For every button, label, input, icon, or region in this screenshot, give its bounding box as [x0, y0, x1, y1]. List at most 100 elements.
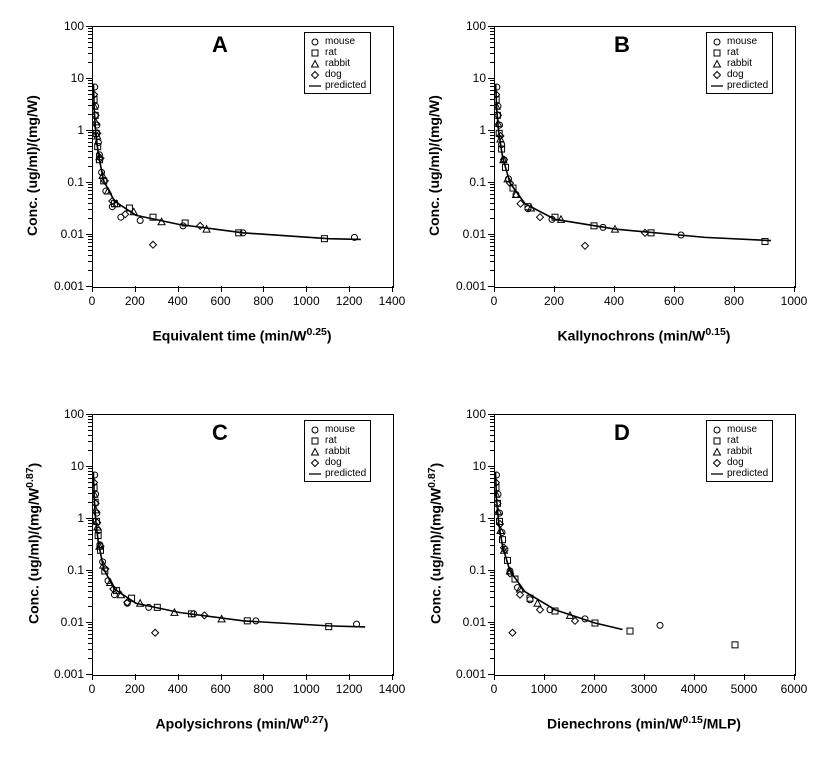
y-minor-tick: [88, 493, 92, 494]
y-minor-tick: [88, 142, 92, 143]
x-tick-label: 200: [544, 294, 564, 308]
y-tick-label: 0.1: [442, 563, 486, 577]
y-minor-tick: [490, 62, 494, 63]
y-tick-label: 10: [442, 71, 486, 85]
y-minor-tick: [490, 209, 494, 210]
y-minor-tick: [88, 187, 92, 188]
y-minor-tick: [88, 539, 92, 540]
x-tick-label: 1000: [781, 294, 808, 308]
y-minor-tick: [88, 468, 92, 469]
y-tick: [488, 182, 494, 183]
legend-label: predicted: [325, 80, 366, 91]
x-tick-label: 600: [664, 294, 684, 308]
y-minor-tick: [490, 187, 494, 188]
y-minor-tick: [490, 554, 494, 555]
y-tick: [86, 414, 92, 415]
x-tick: [594, 674, 595, 680]
y-minor-tick: [88, 441, 92, 442]
x-tick: [494, 286, 495, 292]
x-tick: [694, 674, 695, 680]
y-minor-tick: [88, 627, 92, 628]
legend-item: rabbit: [309, 58, 366, 69]
y-minor-tick: [490, 151, 494, 152]
y-minor-tick: [88, 426, 92, 427]
x-tick: [135, 286, 136, 292]
legend: mouseratrabbitdogpredicted: [706, 420, 773, 482]
y-tick: [86, 466, 92, 467]
y-minor-tick: [490, 132, 494, 133]
y-minor-tick: [88, 86, 92, 87]
y-tick-label: 1: [40, 511, 84, 525]
predicted-line: [496, 472, 623, 629]
y-tick-label: 1: [442, 123, 486, 137]
marker-mouse: [111, 592, 117, 598]
y-minor-tick: [490, 530, 494, 531]
y-minor-tick: [490, 38, 494, 39]
x-tick-label: 0: [491, 682, 498, 696]
x-tick-label: 600: [211, 682, 231, 696]
y-minor-tick: [490, 42, 494, 43]
y-minor-tick: [490, 246, 494, 247]
y-minor-tick: [88, 471, 92, 472]
y-minor-tick: [88, 526, 92, 527]
y-minor-tick: [490, 441, 494, 442]
legend-item: predicted: [309, 468, 366, 479]
x-tick: [794, 674, 795, 680]
y-tick-label: 0.1: [442, 175, 486, 189]
panel-letter: B: [614, 32, 630, 58]
y-minor-tick: [88, 138, 92, 139]
x-tick: [554, 286, 555, 292]
y-tick: [86, 570, 92, 571]
y-minor-tick: [88, 47, 92, 48]
y-minor-tick: [490, 236, 494, 237]
y-minor-tick: [88, 474, 92, 475]
legend-item: rabbit: [711, 58, 768, 69]
y-minor-tick: [490, 270, 494, 271]
y-minor-tick: [490, 422, 494, 423]
y-minor-tick: [490, 242, 494, 243]
panel-letter: C: [212, 420, 228, 446]
y-minor-tick: [490, 630, 494, 631]
line-icon: [309, 82, 321, 90]
y-minor-tick: [88, 554, 92, 555]
figure-grid: AConc. (ug/ml)/(mg/W)Equivalent time (mi…: [0, 0, 827, 771]
y-minor-tick: [490, 28, 494, 29]
legend-label: mouse: [727, 36, 757, 47]
legend-item: rabbit: [711, 446, 768, 457]
y-axis-label: Conc. (ug/ml)/(mg/W0.87): [24, 463, 42, 624]
legend-item: mouse: [711, 424, 768, 435]
x-tick: [392, 286, 393, 292]
y-tick-label: 10: [442, 459, 486, 473]
y-tick: [488, 622, 494, 623]
y-tick-label: 0.01: [442, 615, 486, 629]
y-minor-tick: [490, 638, 494, 639]
y-axis-label: Conc. (ug/ml)/(mg/W0.87): [426, 463, 444, 624]
y-minor-tick: [88, 157, 92, 158]
diamond-icon: [711, 459, 723, 467]
y-minor-tick: [88, 575, 92, 576]
x-tick-label: 1400: [379, 682, 406, 696]
legend-item: dog: [711, 457, 768, 468]
x-tick-label: 200: [125, 682, 145, 696]
y-tick-label: 0.01: [40, 227, 84, 241]
y-minor-tick: [490, 190, 494, 191]
x-tick-label: 400: [168, 682, 188, 696]
x-tick: [494, 674, 495, 680]
marker-dog: [509, 629, 516, 636]
legend-item: mouse: [711, 36, 768, 47]
y-tick: [86, 182, 92, 183]
diamond-icon: [711, 71, 723, 79]
y-minor-tick: [88, 520, 92, 521]
x-tick-label: 3000: [631, 682, 658, 696]
y-minor-tick: [490, 86, 494, 87]
y-minor-tick: [490, 539, 494, 540]
legend-label: predicted: [727, 80, 768, 91]
y-minor-tick: [490, 502, 494, 503]
circle-icon: [711, 426, 723, 434]
legend-item: rat: [309, 47, 366, 58]
y-minor-tick: [88, 482, 92, 483]
y-minor-tick: [490, 142, 494, 143]
y-tick: [86, 26, 92, 27]
y-minor-tick: [88, 638, 92, 639]
legend-item: dog: [711, 69, 768, 80]
